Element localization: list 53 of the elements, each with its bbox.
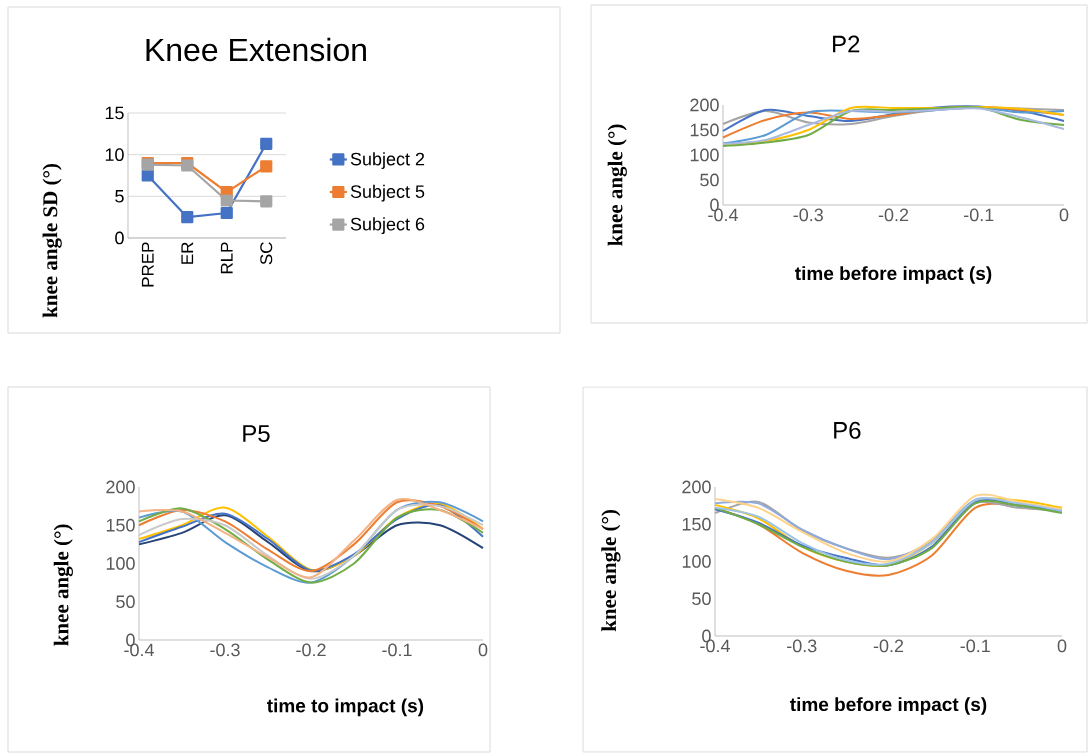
legend-label: Subject 6	[350, 217, 425, 235]
y-tick-label: 50	[116, 595, 135, 609]
y-tick-label: 200	[682, 480, 711, 494]
x-tick-label: -0.2	[296, 643, 326, 657]
y-tick-label: 15	[105, 106, 124, 120]
y-tick-label: 200	[106, 480, 135, 494]
x-tick-label: -0.1	[382, 643, 412, 657]
x-tick-label: -0.3	[787, 639, 817, 653]
x-tick-label: 0	[1057, 639, 1067, 653]
point	[181, 211, 194, 224]
y-tick-label: 150	[690, 123, 719, 137]
x-tick-label: SC	[260, 242, 273, 265]
point	[141, 169, 154, 182]
y-tick-label: 50	[692, 592, 711, 606]
point	[260, 195, 273, 208]
y-axis-title: knee angle (°)	[607, 124, 627, 246]
x-tick-label: -0.2	[873, 639, 904, 653]
x-tick-label: 0	[478, 643, 488, 657]
x-axis-title: time before impact (s)	[790, 697, 987, 715]
legend-label: Subject 5	[350, 184, 425, 202]
point	[220, 206, 233, 220]
x-tick-label: 0	[1059, 208, 1069, 222]
x-tick-label: -0.2	[878, 208, 909, 222]
y-tick-label: 0	[115, 231, 124, 245]
y-tick-label: 5	[115, 190, 124, 203]
x-tick-label: -0.3	[210, 643, 240, 657]
y-tick-label: 200	[690, 98, 719, 112]
y-tick-label: 10	[105, 148, 124, 162]
y-axis-title: knee angle SD (°)	[42, 164, 62, 318]
x-axis-title: time to impact (s)	[266, 698, 424, 717]
y-tick-label: 50	[700, 173, 719, 187]
x-tick-label: RLP	[220, 242, 233, 274]
y-tick-label: 150	[106, 518, 135, 532]
x-tick-label: ER	[181, 242, 194, 264]
y-axis-title: knee angle (°)	[53, 524, 73, 646]
chart-title: Knee Extension	[146, 37, 366, 62]
x-tick-label: -0.3	[793, 208, 823, 222]
x-tick-label: -0.1	[964, 208, 994, 222]
chart-title: P5	[243, 425, 270, 442]
y-tick-label: 100	[690, 148, 719, 162]
point	[260, 137, 273, 150]
chart-title: P6	[834, 421, 861, 439]
legend-label: Subject 2	[350, 152, 425, 169]
chart-title: P2	[833, 35, 860, 53]
y-tick-label: 100	[682, 555, 711, 568]
point	[220, 194, 233, 207]
y-axis-title: knee angle (°)	[601, 510, 621, 632]
point	[260, 160, 273, 173]
x-tick-label: -0.1	[960, 639, 990, 653]
x-axis-title: time before impact (s)	[795, 266, 992, 284]
x-tick-label: PREP	[141, 242, 154, 287]
y-tick-label: 100	[106, 557, 135, 570]
y-tick-label: 150	[682, 517, 711, 531]
